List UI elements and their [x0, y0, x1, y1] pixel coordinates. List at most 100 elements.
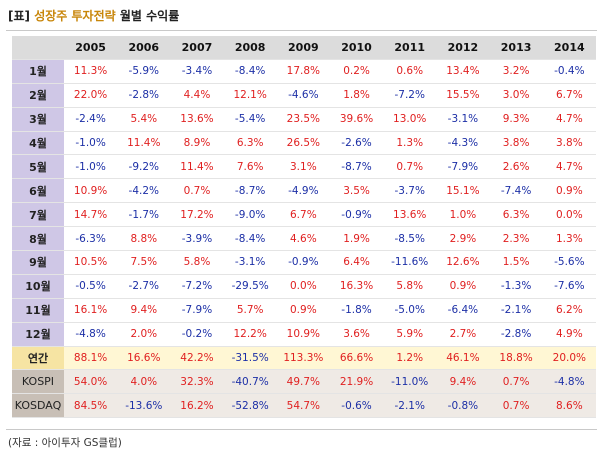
- return-cell: 8.8%: [117, 226, 171, 252]
- return-cell: 18.8%: [489, 346, 543, 371]
- year-header: 2008: [223, 36, 277, 60]
- return-cell: 8.6%: [542, 393, 596, 419]
- return-cell: 1.8%: [329, 83, 384, 108]
- return-cell: 11.3%: [64, 59, 118, 84]
- month-row: 4월 -1.0% 11.4% 8.9% 6.3% 26.5% -2.6% 1.3% -4.3% 3…: [12, 131, 596, 156]
- return-cell: 0.9%: [276, 298, 330, 323]
- header-corner: [12, 36, 64, 60]
- return-cell: 5.8%: [383, 274, 437, 299]
- return-cell: -8.7%: [223, 178, 277, 204]
- return-cell: 42.2%: [170, 346, 224, 371]
- month-row: 6월 10.9% -4.2% 0.7% -8.7% -4.9% 3.5% -3.7% 15.1%…: [12, 178, 596, 204]
- return-cell: -6.4%: [436, 298, 490, 323]
- return-cell: 0.9%: [542, 178, 596, 204]
- return-cell: -0.5%: [64, 274, 118, 299]
- month-row: 3월 -2.4% 5.4% 13.6% -5.4% 23.5% 39.6% 13.0% -3.1…: [12, 107, 596, 132]
- month-row: 5월 -1.0% -9.2% 11.4% 7.6% 3.1% -8.7% 0.7% -7.9% 2…: [12, 154, 596, 180]
- return-cell: 5.9%: [383, 322, 437, 347]
- return-cell: -5.9%: [117, 59, 171, 84]
- row-label: 연간: [12, 346, 64, 371]
- return-cell: -4.3%: [436, 131, 490, 156]
- year-header: 2010: [329, 36, 384, 60]
- return-cell: -9.0%: [223, 202, 277, 228]
- return-cell: -52.8%: [223, 393, 277, 419]
- return-cell: 12.6%: [436, 250, 490, 275]
- return-cell: 11.4%: [117, 131, 171, 156]
- month-row: 1월 11.3% -5.9% -3.4% -8.4% 17.8% 0.2% 0.6% 13.4%…: [12, 59, 596, 84]
- row-label: 10월: [12, 274, 64, 299]
- return-cell: 9.4%: [117, 298, 171, 323]
- return-cell: -40.7%: [223, 369, 277, 395]
- month-row: 2월 22.0% -2.8% 4.4% 12.1% -4.6% 1.8% -7.2% 15.5%…: [12, 83, 596, 108]
- return-cell: 17.8%: [276, 59, 330, 84]
- month-row: 11월 16.1% 9.4% -7.9% 5.7% 0.9% -1.8% -5.0% -6.4%…: [12, 298, 596, 323]
- return-cell: 2.0%: [117, 322, 171, 347]
- return-cell: -8.5%: [383, 226, 437, 252]
- return-cell: 3.5%: [329, 178, 384, 204]
- row-label: 9월: [12, 250, 64, 275]
- return-cell: 16.6%: [117, 346, 171, 371]
- return-cell: 0.0%: [542, 202, 596, 228]
- return-cell: 5.7%: [223, 298, 277, 323]
- row-label: KOSPI: [12, 369, 64, 395]
- table-title: [표] 성장주 투자전략 월별 수익률: [8, 5, 179, 27]
- return-cell: 0.7%: [383, 154, 437, 180]
- year-header: 2011: [383, 36, 437, 60]
- return-cell: 32.3%: [170, 369, 224, 395]
- return-cell: 20.0%: [542, 346, 596, 371]
- return-cell: -4.9%: [276, 178, 330, 204]
- row-label: 6월: [12, 178, 64, 204]
- return-cell: -7.9%: [170, 298, 224, 323]
- return-cell: -2.1%: [489, 298, 543, 323]
- return-cell: -2.8%: [489, 322, 543, 347]
- return-cell: -1.3%: [489, 274, 543, 299]
- year-header: 2006: [117, 36, 171, 60]
- year-header: 2014: [542, 36, 596, 60]
- row-label: 11월: [12, 298, 64, 323]
- index-row: KOSPI 54.0% 4.0% 32.3% -40.7% 49.7% 21.9% -11.0…: [12, 369, 596, 395]
- return-cell: 0.6%: [383, 59, 437, 84]
- return-cell: -3.7%: [383, 178, 437, 204]
- return-cell: -1.0%: [64, 154, 118, 180]
- return-cell: -4.2%: [117, 178, 171, 204]
- return-cell: 0.7%: [170, 178, 224, 204]
- return-cell: 1.3%: [542, 226, 596, 252]
- return-cell: 26.5%: [276, 131, 330, 156]
- annual-row: 연간 88.1% 16.6% 42.2% -31.5% 113.3% 66.6% 1.2% 46…: [12, 346, 596, 371]
- title-subject: 월별 수익률: [119, 9, 180, 23]
- return-cell: 84.5%: [64, 393, 118, 419]
- return-cell: 1.3%: [383, 131, 437, 156]
- return-cell: 21.9%: [329, 369, 384, 395]
- return-cell: -7.9%: [436, 154, 490, 180]
- return-cell: -4.8%: [64, 322, 118, 347]
- return-cell: -9.2%: [117, 154, 171, 180]
- return-cell: 3.2%: [489, 59, 543, 84]
- index-row: KOSDAQ 84.5% -13.6% 16.2% -52.8% 54.7% -0.6% -2…: [12, 393, 596, 419]
- return-cell: -29.5%: [223, 274, 277, 299]
- return-cell: 23.5%: [276, 107, 330, 132]
- return-cell: 2.6%: [489, 154, 543, 180]
- return-cell: 13.0%: [383, 107, 437, 132]
- return-cell: -31.5%: [223, 346, 277, 371]
- return-cell: 113.3%: [276, 346, 330, 371]
- month-row: 7월 14.7% -1.7% 17.2% -9.0% 6.7% -0.9% 13.6% 1.0%…: [12, 202, 596, 228]
- return-cell: 6.4%: [329, 250, 384, 275]
- row-label: 3월: [12, 107, 64, 132]
- return-cell: 6.7%: [542, 83, 596, 108]
- return-cell: 3.8%: [489, 131, 543, 156]
- row-label: 1월: [12, 59, 64, 84]
- row-label: 2월: [12, 83, 64, 108]
- row-label: 8월: [12, 226, 64, 252]
- return-cell: -3.4%: [170, 59, 224, 84]
- return-cell: 12.1%: [223, 83, 277, 108]
- year-header: 2013: [489, 36, 543, 60]
- return-cell: 0.7%: [489, 393, 543, 419]
- return-cell: 6.7%: [276, 202, 330, 228]
- year-header: 2007: [170, 36, 224, 60]
- return-cell: 9.3%: [489, 107, 543, 132]
- return-cell: 14.7%: [64, 202, 118, 228]
- return-cell: 13.6%: [383, 202, 437, 228]
- row-label: KOSDAQ: [12, 393, 64, 419]
- return-cell: 4.0%: [117, 369, 171, 395]
- return-cell: 16.2%: [170, 393, 224, 419]
